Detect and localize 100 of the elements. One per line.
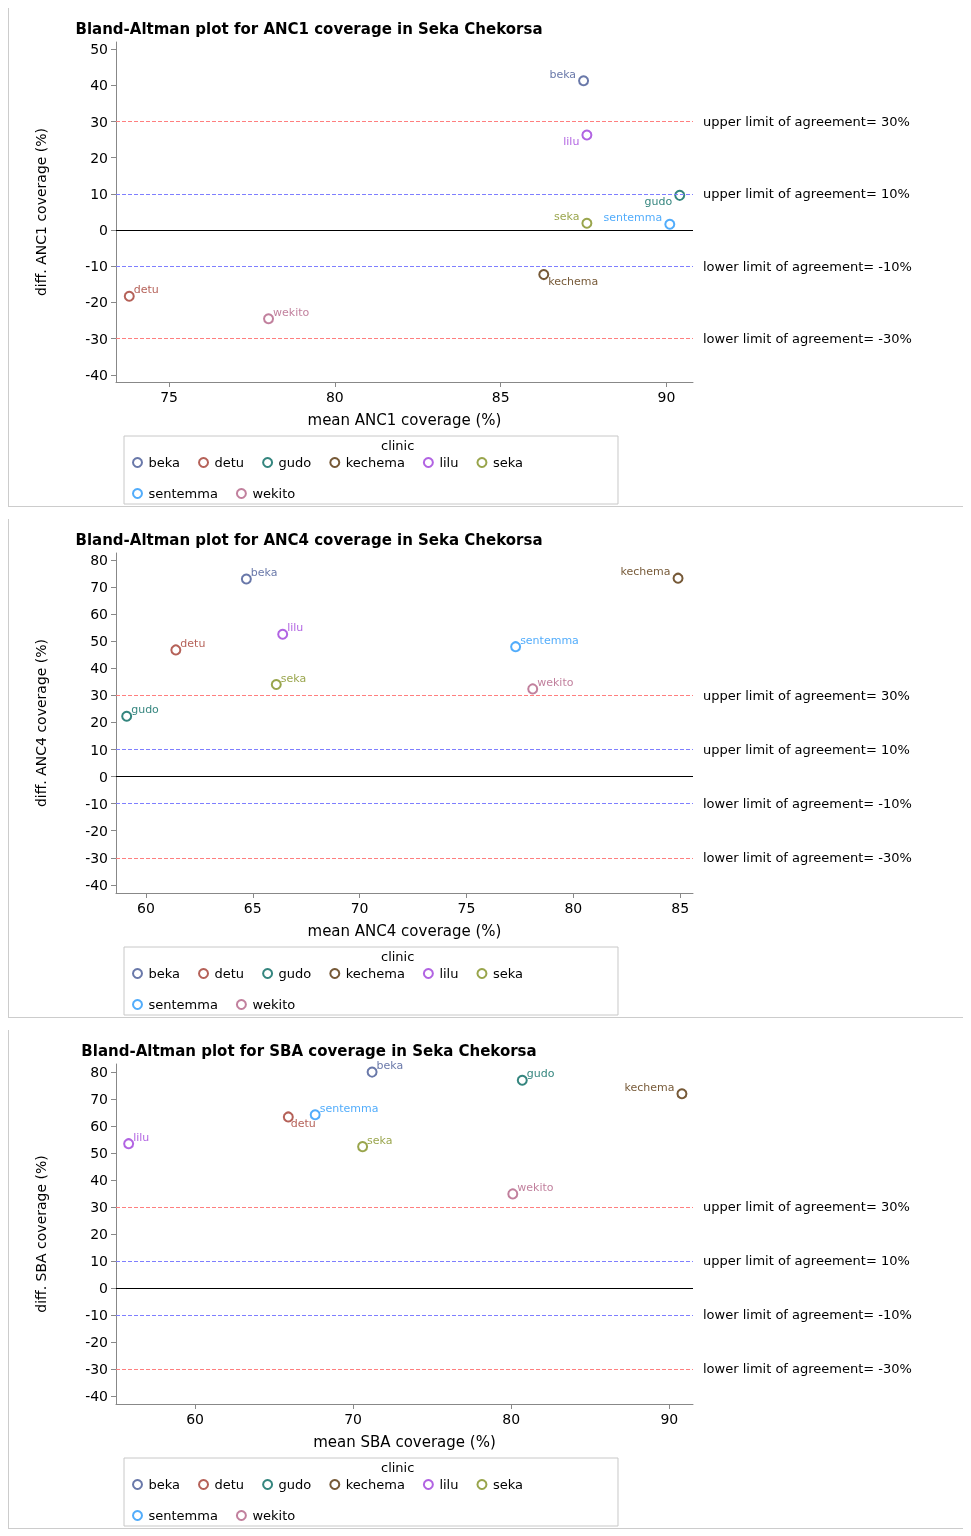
y-axis-title: diff. ANC4 coverage (%) xyxy=(33,638,49,808)
text: beka xyxy=(549,67,577,81)
legend-title: clinic xyxy=(381,1460,415,1475)
point xyxy=(366,1066,378,1078)
y-tick-label: -20 xyxy=(85,822,108,839)
legend-label: wekito xyxy=(252,1508,296,1523)
x-tick-label: 85 xyxy=(491,389,510,405)
text: seka xyxy=(553,210,580,224)
text: sentemma xyxy=(319,1101,379,1115)
point xyxy=(578,75,590,87)
chart-title: Bland-Altman plot for SBA coverage in Seka Chekorsa xyxy=(81,1041,537,1060)
text: lilu xyxy=(133,1130,150,1144)
legend-label: beka xyxy=(148,455,181,470)
y-tick-label: 40 xyxy=(90,1171,108,1188)
x-tick-label: 80 xyxy=(325,389,344,405)
legend-label: wekito xyxy=(252,486,296,501)
y-tick-label: 70 xyxy=(90,1090,108,1107)
ref-line-label: lower limit of agreement= -30% xyxy=(703,1361,912,1377)
x-axis-title: mean ANC1 coverage (%) xyxy=(307,410,502,429)
x-tick-label: 60 xyxy=(137,900,155,916)
legend-label: wekito xyxy=(252,997,296,1012)
y-tick-label: 20 xyxy=(90,1225,108,1242)
legend-label: seka xyxy=(492,455,523,470)
ref-line-label: upper limit of agreement= 30% xyxy=(703,1199,910,1215)
legend-label: detu xyxy=(214,1477,245,1492)
y-tick-label: 70 xyxy=(90,579,108,596)
y-tick-label: 60 xyxy=(90,606,108,623)
y-tick-label: 10 xyxy=(90,185,108,202)
y-tick-label: 20 xyxy=(90,149,108,166)
point xyxy=(123,290,135,302)
y-tick-label: -20 xyxy=(85,294,108,311)
x-tick-label: 85 xyxy=(671,900,690,916)
x-tick-label: 70 xyxy=(350,900,369,916)
text: seka xyxy=(280,671,307,685)
text: lilu xyxy=(287,621,304,635)
legend-label: kechema xyxy=(345,455,405,470)
y-tick-label: 0 xyxy=(99,222,108,239)
y-tick-label: 30 xyxy=(90,687,108,704)
text: beka xyxy=(376,1059,404,1073)
text: gudo xyxy=(644,195,673,209)
text: wekito xyxy=(273,305,310,319)
legend-label: lilu xyxy=(439,455,459,470)
legend-label: sentemma xyxy=(148,1508,218,1523)
ref-line-label: lower limit of agreement= -30% xyxy=(703,331,912,347)
x-tick-label: 75 xyxy=(160,389,178,405)
y-tick-label: -20 xyxy=(85,1333,108,1350)
x-tick-label: 60 xyxy=(186,1411,204,1427)
x-axis-title: mean SBA coverage (%) xyxy=(313,1432,496,1451)
point xyxy=(510,641,522,653)
x-tick-label: 90 xyxy=(657,389,676,405)
ref-line-label: lower limit of agreement= -10% xyxy=(703,796,912,812)
legend-title: clinic xyxy=(381,949,415,964)
y-tick-label: -10 xyxy=(85,258,108,275)
ref-line-label: upper limit of agreement= 10% xyxy=(703,186,910,202)
legend-label: sentemma xyxy=(148,486,218,501)
ref-line-label: upper limit of agreement= 30% xyxy=(703,687,910,703)
point xyxy=(123,1138,135,1150)
text: gudo xyxy=(526,1067,555,1081)
y-tick-label: 80 xyxy=(90,552,108,569)
text: sentemma xyxy=(520,633,579,647)
legend-label: seka xyxy=(492,966,523,981)
y-tick-label: 0 xyxy=(99,1279,108,1296)
legend-label: lilu xyxy=(439,966,459,981)
text: beka xyxy=(250,565,278,579)
legend-label: gudo xyxy=(278,455,312,470)
text: wekito xyxy=(537,675,574,689)
ref-line-label: lower limit of agreement= -10% xyxy=(703,258,912,274)
y-tick-label: -40 xyxy=(85,1387,108,1404)
text: wekito xyxy=(517,1180,554,1194)
text: detu xyxy=(290,1116,316,1130)
legend-label: kechema xyxy=(345,966,405,981)
ref-line-label: upper limit of agreement= 10% xyxy=(703,742,910,758)
text: lilu xyxy=(563,134,580,148)
y-tick-label: -30 xyxy=(85,330,108,347)
ref-line-label: lower limit of agreement= -10% xyxy=(703,1307,912,1323)
y-tick-label: 10 xyxy=(90,1252,108,1269)
point xyxy=(664,218,676,230)
point xyxy=(270,679,282,691)
x-axis-title: mean ANC4 coverage (%) xyxy=(307,921,502,940)
point xyxy=(672,572,684,584)
y-tick-label: 40 xyxy=(90,77,108,94)
legend-label: detu xyxy=(214,966,245,981)
y-tick-label: 50 xyxy=(90,41,108,58)
text: detu xyxy=(180,636,206,650)
chart-title: Bland-Altman plot for ANC1 coverage in Seka Chekorsa xyxy=(75,19,543,38)
point xyxy=(121,710,133,722)
point xyxy=(240,573,252,585)
y-tick-label: 30 xyxy=(90,1198,108,1215)
y-tick-label: 60 xyxy=(90,1117,108,1134)
y-tick-label: -10 xyxy=(85,795,108,812)
legend-label: kechema xyxy=(345,1477,405,1492)
y-tick-label: 20 xyxy=(90,714,108,731)
text: sentemma xyxy=(603,211,663,225)
point xyxy=(581,129,593,141)
x-tick-label: 70 xyxy=(344,1411,363,1427)
y-tick-label: 30 xyxy=(90,113,108,130)
legend-label: gudo xyxy=(278,1477,312,1492)
y-tick-label: -40 xyxy=(85,366,108,383)
point xyxy=(516,1074,528,1086)
chart-title: Bland-Altman plot for ANC4 coverage in Seka Chekorsa xyxy=(75,530,543,549)
